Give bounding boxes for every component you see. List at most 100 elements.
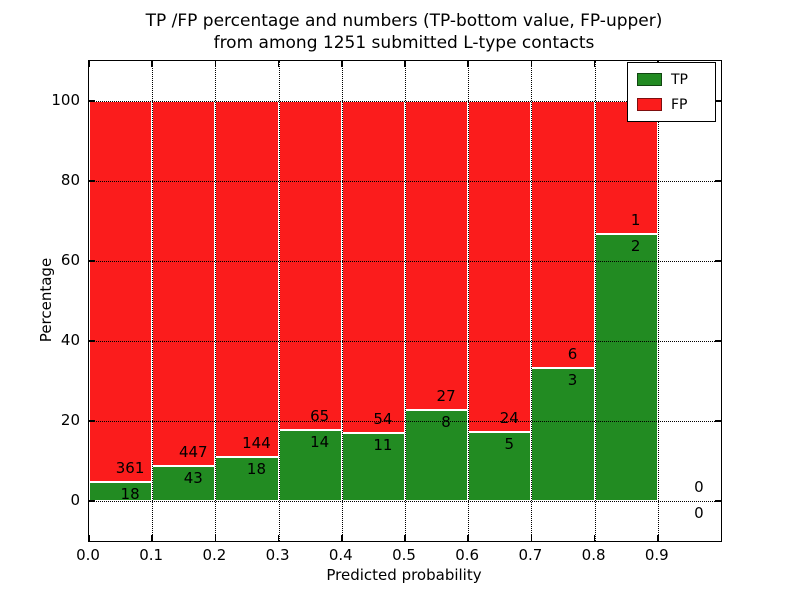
- tp-count-label: 2: [630, 237, 641, 256]
- fp-bar-segment: [341, 101, 405, 434]
- y-tick-label: 60: [60, 251, 80, 269]
- x-tick-mark: [467, 61, 469, 67]
- x-gridline: [152, 61, 154, 541]
- y-tick-mark: [715, 180, 721, 182]
- y-tick-label: 40: [60, 331, 80, 349]
- x-tick-mark: [277, 535, 280, 541]
- legend-item-fp: FP: [637, 95, 706, 114]
- x-tick-label: 0.2: [202, 546, 227, 564]
- fp-legend-label: FP: [671, 96, 688, 113]
- tp-count-label: 3: [567, 370, 578, 389]
- x-gridline: [594, 61, 596, 541]
- y-tick-mark: [715, 260, 721, 262]
- fp-count-label: 24: [499, 409, 519, 428]
- tp-bar-segment: [405, 409, 469, 501]
- x-tick-mark: [530, 61, 533, 67]
- x-tick-label: 0.5: [392, 546, 416, 564]
- y-tick-mark: [89, 100, 95, 102]
- y-tick-mark: [715, 100, 721, 102]
- fp-count-label: 1: [630, 211, 641, 230]
- y-tick-label: 100: [51, 91, 80, 109]
- x-tick-mark: [657, 535, 659, 541]
- x-gridline: [341, 61, 343, 541]
- x-tick-mark: [341, 61, 343, 67]
- x-tick-mark: [88, 61, 90, 67]
- x-tick-mark: [151, 61, 153, 67]
- chart-title: TP /FP percentage and numbers (TP-bottom…: [88, 10, 720, 54]
- y-tick-mark: [715, 500, 721, 502]
- y-tick-mark: [89, 420, 95, 422]
- tp-count-label: 14: [310, 433, 330, 452]
- x-tick-label: 0.6: [455, 546, 480, 564]
- x-tick-mark: [214, 535, 217, 541]
- fp-count-label: 65: [310, 407, 330, 426]
- tp-legend-swatch: [637, 73, 662, 86]
- y-tick-mark: [89, 180, 95, 182]
- fp-count-label: 0: [694, 478, 704, 496]
- tp-count-label: 5: [504, 435, 515, 454]
- x-tick-mark: [593, 535, 596, 541]
- chart-title-line2: from among 1251 submitted L-type contact…: [213, 33, 595, 53]
- tp-count-label: 18: [246, 459, 267, 478]
- x-tick-label: 0.7: [518, 546, 543, 564]
- tp-bar-segment: [468, 432, 532, 501]
- x-axis-label: Predicted probability: [326, 566, 482, 584]
- x-tick-mark: [404, 61, 406, 67]
- fp-count-label: 361: [115, 459, 145, 477]
- tp-bar-segment: [278, 430, 342, 501]
- y-tick-mark: [89, 260, 95, 262]
- legend-item-tp: TP: [637, 70, 706, 89]
- tp-bar-segment: [594, 234, 658, 501]
- x-tick-mark: [593, 61, 596, 67]
- tp-count-label: 0: [694, 504, 704, 522]
- tp-count-label: 43: [183, 468, 203, 487]
- fp-bar-segment: [215, 101, 279, 457]
- x-tick-label: 0.3: [265, 546, 290, 564]
- y-tick-mark: [89, 500, 95, 502]
- tp-bar-segment: [89, 482, 153, 501]
- x-gridline: [215, 61, 217, 541]
- x-tick-mark: [530, 535, 533, 541]
- y-tick-mark: [89, 340, 95, 342]
- fp-bar-segment: [594, 101, 658, 235]
- y-tick-label: 20: [60, 411, 80, 429]
- fp-bar-segment: [531, 101, 595, 368]
- chart-title-line1: TP /FP percentage and numbers (TP-bottom…: [145, 11, 663, 31]
- x-gridline: [468, 61, 470, 541]
- fp-count-label: 447: [178, 442, 208, 461]
- y-tick-label: 80: [60, 171, 80, 189]
- x-gridline: [278, 61, 280, 541]
- tp-count-label: 8: [441, 412, 451, 431]
- fp-bar-segment: [405, 101, 469, 410]
- legend: TP FP: [627, 62, 716, 122]
- x-tick-mark: [214, 61, 217, 67]
- x-gridline: [405, 61, 406, 541]
- x-tick-mark: [467, 535, 469, 541]
- y-tick-mark: [715, 420, 721, 422]
- x-gridline: [531, 61, 533, 541]
- plot-area: 361 18 447 43 144 18 65 14 54 11 27 8 24 5 6 3 1 2 0 0: [88, 60, 722, 542]
- fp-count-label: 144: [242, 433, 271, 452]
- x-tick-label: 0.9: [644, 546, 669, 564]
- x-tick-label: 0.8: [581, 546, 606, 564]
- fp-bar-segment: [468, 101, 532, 433]
- tp-bar-segment: [215, 456, 279, 501]
- x-gridline: [657, 61, 659, 541]
- y-tick-label: 0: [70, 491, 80, 509]
- fp-count-label: 6: [567, 344, 578, 363]
- fp-bar-segment: [278, 101, 342, 431]
- x-tick-label: 0.4: [328, 546, 353, 564]
- y-tick-mark: [715, 340, 721, 342]
- x-tick-mark: [88, 535, 90, 541]
- fp-bar-segment: [152, 101, 216, 466]
- fp-legend-swatch: [637, 98, 662, 111]
- x-tick-mark: [277, 61, 280, 67]
- tp-count-label: 18: [120, 485, 140, 503]
- x-tick-mark: [341, 535, 343, 541]
- tp-bar-segment: [531, 367, 595, 501]
- fp-count-label: 27: [436, 386, 456, 405]
- y-axis-label: Percentage: [37, 257, 55, 343]
- x-tick-mark: [404, 535, 406, 541]
- fp-count-label: 54: [373, 410, 393, 429]
